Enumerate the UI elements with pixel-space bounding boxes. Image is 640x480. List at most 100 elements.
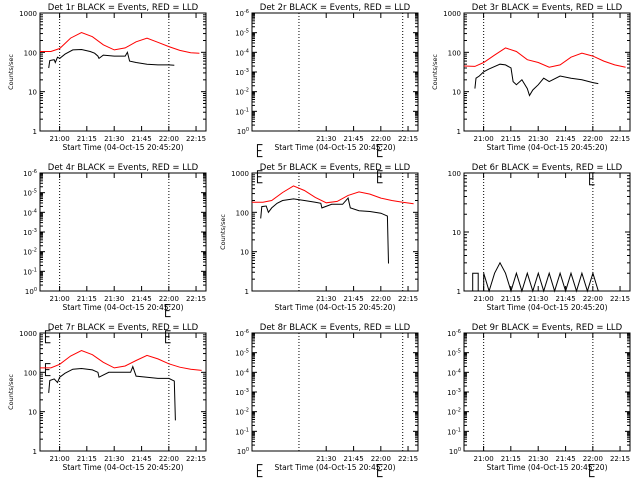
x-tick-label: 22:15: [186, 455, 206, 463]
event-marker: [165, 304, 171, 318]
x-axis-label: Start Time (04-Oct-15 20:45:20): [274, 143, 395, 152]
x-tick-label: 21:30: [104, 295, 124, 303]
x-tick-label: 21:00: [473, 455, 493, 463]
y-tick-label: 100: [236, 209, 249, 217]
event-marker: [256, 464, 263, 478]
x-axis-label: Start Time (04-Oct-15 20:45:20): [274, 463, 395, 472]
chart-title: Det 8r BLACK = Events, RED = LLD: [260, 323, 411, 333]
y-tick-label: 1000: [443, 10, 461, 18]
x-tick-label: 21:15: [501, 135, 521, 143]
x-tick-label: 21:30: [528, 135, 548, 143]
plot-frame: [463, 332, 631, 452]
x-tick-label: 21:00: [49, 295, 69, 303]
y-tick-label: 1: [33, 128, 37, 136]
event-marker: [256, 170, 263, 184]
x-tick-label: 21:45: [343, 135, 363, 143]
x-tick-label: 21:15: [77, 135, 97, 143]
chart-title: Det 1r BLACK = Events, RED = LLD: [48, 3, 199, 13]
y-tick-label: 1000: [19, 10, 37, 18]
x-tick-label: 22:00: [159, 455, 179, 463]
y-tick-label: 1: [245, 288, 249, 296]
y-tick-label: 10: [452, 89, 461, 97]
x-tick-label: 22:00: [159, 295, 179, 303]
x-axis-label: Start Time (04-Oct-15 20:45:20): [274, 303, 395, 312]
x-tick-label: 21:30: [104, 135, 124, 143]
x-tick-label: 21:30: [316, 135, 336, 143]
chart-title: Det 4r BLACK = Events, RED = LLD: [48, 163, 199, 173]
y-tick-label: 10-3: [23, 228, 37, 237]
chart-title: Det 6r BLACK = Events, RED = LLD: [472, 163, 623, 173]
event-marker: [589, 172, 595, 186]
y-tick-label: 10: [240, 249, 249, 257]
y-tick-label: 1000: [231, 170, 249, 178]
y-tick-label: 10-3: [235, 388, 249, 397]
x-tick-label: 21:00: [49, 135, 69, 143]
x-tick-label: 21:15: [501, 295, 521, 303]
y-tick-label: 100: [24, 49, 37, 57]
y-axis-label: Counts/sec: [7, 374, 15, 410]
plot-frame: [39, 12, 207, 132]
y-tick-label: 10-3: [235, 68, 249, 77]
x-tick-label: 21:15: [77, 295, 97, 303]
x-tick-label: 21:00: [473, 135, 493, 143]
event-marker: [377, 170, 383, 184]
plot-frame: [39, 332, 207, 452]
x-tick-label: 21:45: [343, 455, 363, 463]
chart-panel-8: Det 8r BLACK = Events, RED = LLD 100 10-1 1…: [235, 323, 419, 478]
plot-frame: [463, 172, 631, 292]
x-tick-label: 21:45: [343, 295, 363, 303]
x-tick-label: 21:45: [131, 135, 151, 143]
x-axis-label: Start Time (04-Oct-15 20:45:20): [486, 303, 607, 312]
y-tick-label: 1: [33, 448, 37, 456]
x-axis-label: Start Time (04-Oct-15 20:45:20): [486, 143, 607, 152]
x-tick-label: 22:00: [371, 295, 391, 303]
events-series-line: [474, 63, 599, 97]
y-tick-label: 10-1: [447, 427, 461, 436]
chart-panel-3: Det 3r BLACK = Events, RED = LLD 1 10 100 10…: [431, 3, 631, 152]
x-tick-label: 21:00: [49, 455, 69, 463]
lld-series-line: [40, 349, 202, 371]
y-tick-label: 10-4: [235, 368, 249, 377]
chart-panel-6: Det 6r BLACK = Events, RED = LLD 1 10 100 21…: [448, 163, 631, 312]
x-tick-label: 22:15: [398, 135, 418, 143]
y-tick-label: 10-6: [235, 329, 249, 338]
x-tick-label: 21:15: [77, 455, 97, 463]
x-tick-label: 21:45: [131, 295, 151, 303]
x-tick-label: 21:45: [555, 455, 575, 463]
x-tick-label: 22:15: [398, 455, 418, 463]
plot-frame: [251, 332, 419, 452]
y-tick-label: 10-6: [235, 9, 249, 18]
x-tick-label: 21:45: [131, 455, 151, 463]
event-marker: [377, 464, 383, 478]
event-marker: [589, 464, 595, 478]
y-tick-label: 100: [237, 127, 249, 136]
x-tick-label: 21:30: [104, 455, 124, 463]
x-tick-label: 21:30: [316, 455, 336, 463]
y-tick-label: 10-6: [447, 329, 461, 338]
chart-title: Det 7r BLACK = Events, RED = LLD: [48, 323, 199, 333]
x-axis-label: Start Time (04-Oct-15 20:45:20): [62, 463, 183, 472]
x-tick-label: 21:00: [473, 295, 493, 303]
lld-series-line: [40, 31, 200, 54]
chart-panel-7: Det 7r BLACK = Events, RED = LLD 1 10 100 10…: [7, 323, 207, 472]
x-tick-label: 22:00: [583, 135, 603, 143]
x-tick-label: 22:00: [371, 455, 391, 463]
y-tick-label: 100: [448, 170, 461, 178]
x-axis-label: Start Time (04-Oct-15 20:45:20): [62, 303, 183, 312]
lld-series-line: [463, 47, 626, 68]
event-marker: [256, 144, 263, 158]
x-tick-label: 22:15: [610, 295, 630, 303]
x-tick-label: 21:45: [555, 295, 575, 303]
event-marker: [44, 363, 51, 377]
chart-title: Det 9r BLACK = Events, RED = LLD: [472, 323, 623, 333]
event-marker: [165, 330, 171, 344]
chart-panel-1: Det 1r BLACK = Events, RED = LLD 1 10 100 10…: [7, 3, 207, 152]
y-tick-label: 10: [28, 89, 37, 97]
event-marker: [44, 330, 51, 344]
chart-title: Det 2r BLACK = Events, RED = LLD: [260, 3, 411, 13]
x-tick-label: 21:30: [316, 295, 336, 303]
y-tick-label: 10-4: [235, 48, 249, 57]
y-tick-label: 10: [28, 409, 37, 417]
x-tick-label: 22:15: [610, 135, 630, 143]
x-tick-label: 21:15: [501, 455, 521, 463]
